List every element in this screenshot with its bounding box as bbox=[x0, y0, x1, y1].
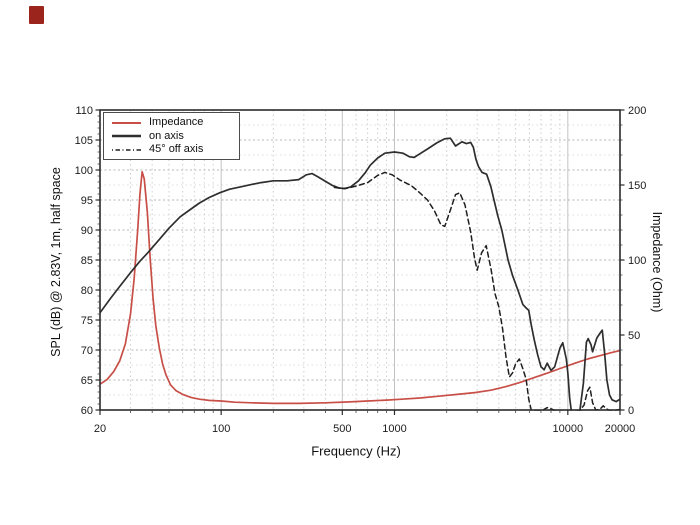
x-tick-label: 1000 bbox=[382, 423, 406, 435]
y-left-tick-label: 85 bbox=[81, 255, 93, 267]
y-left-tick-label: 100 bbox=[75, 165, 93, 177]
y-right-tick-label: 150 bbox=[628, 180, 646, 192]
chart-legend: Impedance on axis 45° off axis bbox=[103, 112, 240, 160]
y-axis-label-right: Impedance (Ohm) bbox=[650, 211, 664, 313]
curve-45-off-axis bbox=[333, 171, 621, 411]
y-right-tick-label: 0 bbox=[628, 405, 634, 417]
brand-logo-mark bbox=[29, 6, 44, 24]
y-left-tick-label: 60 bbox=[81, 405, 93, 417]
y-left-tick-label: 110 bbox=[75, 105, 93, 117]
x-tick-label: 100 bbox=[212, 423, 230, 435]
curve-impedance bbox=[99, 170, 621, 405]
off-axis-dashed-line-sample-icon bbox=[112, 148, 141, 151]
y-left-tick-label: 70 bbox=[81, 345, 93, 357]
legend-item-on-axis: on axis bbox=[104, 130, 239, 144]
y-right-tick-label: 200 bbox=[628, 105, 646, 117]
legend-label: 45° off axis bbox=[149, 143, 204, 156]
y-left-tick-label: 95 bbox=[81, 195, 93, 207]
y-left-tick-label: 90 bbox=[81, 225, 93, 237]
y-right-tick-label: 50 bbox=[628, 330, 640, 342]
y-axis-label-left: SPL (dB) @ 2.83V, 1m, half space bbox=[49, 167, 63, 357]
x-tick-label: 10000 bbox=[553, 423, 584, 435]
legend-label: on axis bbox=[149, 129, 184, 142]
on-axis-line-sample-icon bbox=[112, 134, 141, 138]
legend-item-impedance: Impedance bbox=[104, 116, 239, 130]
y-left-tick-label: 75 bbox=[81, 315, 93, 327]
legend-item-45-off-axis: 45° off axis bbox=[104, 143, 239, 157]
y-left-tick-label: 105 bbox=[75, 135, 93, 147]
x-tick-label: 20 bbox=[94, 423, 106, 435]
x-axis-label: Frequency (Hz) bbox=[311, 443, 401, 459]
curve-on-axis bbox=[99, 137, 621, 411]
y-left-tick-label: 65 bbox=[81, 375, 93, 387]
legend-label: Impedance bbox=[149, 116, 204, 129]
y-right-tick-label: 100 bbox=[628, 255, 646, 267]
x-tick-label: 500 bbox=[333, 423, 351, 435]
x-tick-label: 20000 bbox=[605, 423, 636, 435]
y-left-tick-label: 80 bbox=[81, 285, 93, 297]
impedance-line-sample-icon bbox=[112, 121, 141, 124]
